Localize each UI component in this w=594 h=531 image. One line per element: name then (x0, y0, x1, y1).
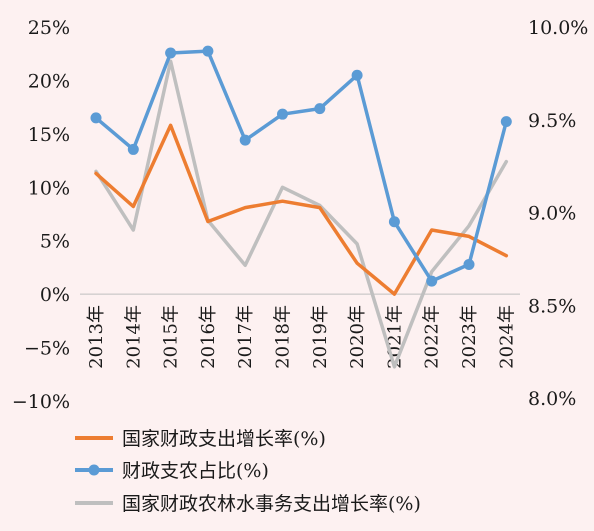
x-tick-label: 2018年 (273, 305, 294, 369)
series-point (127, 143, 139, 155)
right-tick-label: 8.5% (528, 295, 576, 317)
x-tick-label: 2015年 (161, 305, 182, 369)
series-line-0 (94, 123, 509, 296)
x-tick-label: 2017年 (235, 305, 256, 369)
series-point (314, 103, 326, 115)
legend: 国家财政支出增长率(%) 财政支农占比(%) 国家财政农林水事务支出增长率(%) (75, 428, 421, 515)
left-tick-label: −5% (24, 338, 70, 360)
x-tick-label: 2024年 (496, 305, 517, 369)
series-point (500, 116, 512, 128)
legend-label: 国家财政支出增长率(%) (122, 428, 326, 450)
left-tick-label: 5% (40, 231, 70, 253)
series-point (202, 45, 214, 57)
series-point (426, 275, 438, 287)
x-tick-label: 2019年 (310, 305, 331, 369)
x-tick-label: 2023年 (459, 305, 480, 369)
legend-label: 财政支农占比(%) (122, 460, 269, 482)
series-point (239, 134, 251, 146)
left-tick-label: 15% (28, 124, 70, 146)
series-point (165, 47, 177, 59)
left-tick-label: 0% (40, 284, 70, 306)
legend-label: 国家财政农林水事务支出增长率(%) (122, 493, 421, 515)
series-line-2 (94, 59, 509, 369)
x-axis: 2013年 2014年 2015年 2016年 2017年 2018年 2019年 2020年… (80, 293, 520, 369)
right-tick-label: 9.0% (528, 203, 576, 225)
series-point (277, 108, 288, 120)
left-tick-label: 20% (28, 70, 70, 92)
legend-marker (88, 464, 100, 476)
x-tick-label: 2020年 (347, 305, 368, 369)
series-point (463, 258, 475, 270)
right-tick-label: 9.5% (528, 110, 576, 132)
left-tick-label: 25% (28, 17, 70, 39)
right-tick-label: 8.0% (528, 388, 576, 410)
series-point (388, 216, 400, 228)
x-tick-label: 2021年 (384, 305, 405, 369)
left-axis: 25% 20% 15% 10% 5% 0% −5% −10% (12, 17, 70, 413)
x-tick-label: 2016年 (198, 305, 219, 369)
series-layer (90, 45, 512, 369)
x-tick-label: 2013年 (86, 305, 107, 369)
series-line-1 (94, 49, 509, 283)
x-tick-label: 2014年 (123, 305, 144, 369)
left-tick-label: 10% (28, 177, 70, 199)
series-point (90, 112, 102, 124)
right-tick-label: 10.0% (528, 17, 588, 39)
x-tick-label: 2022年 (422, 305, 443, 369)
right-axis: 10.0% 9.5% 9.0% 8.5% 8.0% (528, 17, 588, 410)
left-tick-label: −10% (12, 391, 70, 413)
series-point (351, 69, 363, 81)
